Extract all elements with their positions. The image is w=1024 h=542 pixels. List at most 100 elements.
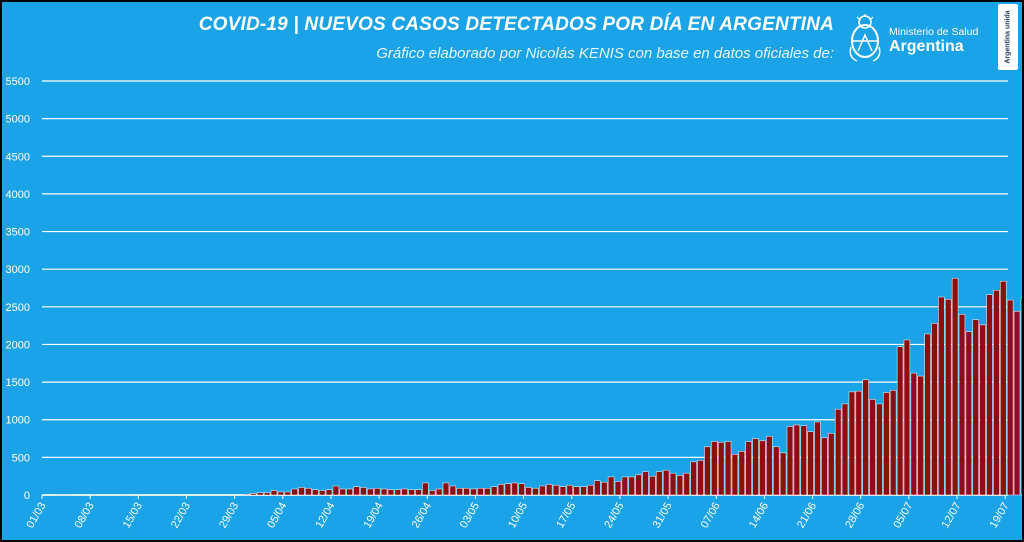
bar xyxy=(346,488,353,496)
y-tick-label: 500 xyxy=(12,452,30,464)
chart-title: COVID-19 | NUEVOS CASOS DETECTADOS POR D… xyxy=(198,14,834,35)
bar xyxy=(704,446,711,496)
bar xyxy=(257,492,264,496)
bar xyxy=(587,484,594,496)
y-tick-label: 3000 xyxy=(6,264,30,276)
bar xyxy=(800,425,807,496)
bar xyxy=(401,488,408,496)
y-tick-label: 4500 xyxy=(6,151,30,163)
bar xyxy=(607,476,615,496)
bar xyxy=(325,489,333,496)
bar xyxy=(243,493,250,496)
bar xyxy=(559,486,567,496)
bar xyxy=(931,323,938,496)
bar xyxy=(883,392,890,496)
bar xyxy=(869,399,876,496)
bar xyxy=(690,461,697,496)
y-tick-label: 3500 xyxy=(6,227,30,239)
bar xyxy=(291,488,298,496)
bar xyxy=(552,484,560,496)
x-tick-label: 17/05 xyxy=(554,501,578,531)
x-tick-label: 12/07 xyxy=(939,501,963,531)
bar xyxy=(332,485,340,496)
bar xyxy=(656,471,663,496)
bar xyxy=(738,451,746,496)
bar xyxy=(1013,311,1021,496)
bar xyxy=(814,421,821,496)
x-tick-label: 28/06 xyxy=(843,501,867,531)
bar xyxy=(442,482,450,496)
country-name: Argentina xyxy=(889,38,964,55)
bar xyxy=(642,471,649,496)
ministry-logo: Ministerio de Salud Argentina xyxy=(845,13,995,65)
x-tick-label: 01/03 xyxy=(24,501,48,531)
bar xyxy=(305,487,312,496)
bar xyxy=(951,277,959,496)
y-tick-label: 2500 xyxy=(6,302,30,314)
bar xyxy=(717,442,725,496)
bar xyxy=(669,472,677,496)
bar xyxy=(484,487,491,496)
bar xyxy=(759,440,766,496)
bars xyxy=(43,277,1022,496)
bar xyxy=(910,372,918,496)
bar xyxy=(449,485,457,496)
x-tick-label: 12/04 xyxy=(313,501,337,531)
bar xyxy=(408,489,415,496)
bar xyxy=(566,484,574,496)
bar xyxy=(525,487,532,496)
bar xyxy=(649,475,656,496)
bar xyxy=(339,488,346,496)
bar xyxy=(876,403,883,496)
bar xyxy=(518,483,525,496)
x-tick-label: 22/03 xyxy=(169,501,193,531)
bar xyxy=(793,424,801,496)
x-tick-label: 29/03 xyxy=(217,501,241,531)
bar xyxy=(477,487,484,496)
bar xyxy=(731,454,739,496)
x-tick-label: 14/06 xyxy=(747,501,771,531)
bar xyxy=(415,489,422,496)
bar xyxy=(903,339,911,496)
x-tick-label: 03/05 xyxy=(458,501,482,531)
bar xyxy=(662,469,670,496)
bar xyxy=(360,487,367,496)
bar xyxy=(312,489,319,496)
bar xyxy=(1000,280,1007,496)
national-seal-icon xyxy=(849,14,881,62)
bar xyxy=(924,333,931,496)
bar xyxy=(497,484,505,496)
bar xyxy=(745,441,752,496)
bar xyxy=(429,490,436,496)
bar xyxy=(697,460,704,496)
bar xyxy=(896,346,904,496)
bar xyxy=(779,452,787,496)
bar xyxy=(594,480,601,496)
bar xyxy=(628,476,635,496)
x-tick-label: 15/03 xyxy=(121,501,145,531)
y-tick-label: 0 xyxy=(24,490,30,502)
bar xyxy=(250,493,257,496)
bar xyxy=(958,314,966,496)
bar xyxy=(373,487,381,496)
x-tick-label: 10/05 xyxy=(506,501,530,531)
bar xyxy=(848,391,856,496)
bar xyxy=(545,484,553,496)
y-tick-label: 1000 xyxy=(6,415,30,427)
x-tick-label: 07/06 xyxy=(699,501,723,531)
bar xyxy=(889,390,897,496)
bar xyxy=(724,441,732,496)
x-tick-label: 19/07 xyxy=(988,500,1012,530)
bar xyxy=(511,482,518,496)
x-tick-label: 05/04 xyxy=(265,501,289,531)
bar xyxy=(539,485,546,496)
bar xyxy=(917,375,924,496)
bar xyxy=(965,331,973,496)
bar xyxy=(635,474,642,496)
bar xyxy=(263,492,271,496)
x-axis-labels: 01/03 08/03 15/03 22/03 29/03 05/04 12/04 19/04… xyxy=(24,495,1012,531)
bar xyxy=(621,476,629,496)
bar xyxy=(380,488,388,496)
chart-subtitle: Gráfico elaborado por Nicolás KENIS con … xyxy=(376,45,834,62)
